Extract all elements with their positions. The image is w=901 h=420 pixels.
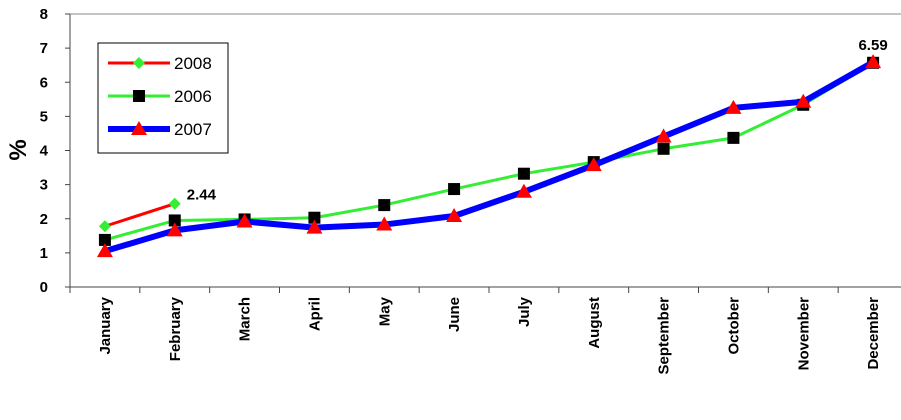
data-point-2006 [727,131,740,144]
data-point-2007 [865,54,882,69]
data-point-2006 [98,233,111,246]
series-line-2008 [103,202,177,228]
legend-box [97,42,229,154]
data-point-2007 [236,213,253,228]
x-tick-label: June [446,297,463,332]
y-tick-label: 5 [40,108,48,125]
data-point-2006 [378,199,391,212]
data-point-2006 [448,183,461,196]
series-line-2006 [103,61,875,242]
data-point-2007 [585,157,602,172]
y-tick-label: 1 [40,245,48,262]
x-tick-label: February [167,296,184,361]
x-tick-label: April [306,297,323,331]
data-point-2006 [517,167,530,180]
data-point-2006 [168,214,181,227]
data-point-2007 [376,216,393,231]
data-label: 6.59 [858,37,887,54]
legend-marker-2006 [133,90,145,102]
y-axis-title: % [5,139,32,160]
x-tick-label: October [725,297,742,355]
legend: 2008 2006 2007 [97,42,229,154]
series-line-2007 [101,59,877,255]
legend-label-2008: 2008 [174,54,212,73]
x-tick-label: January [97,296,114,354]
data-point-2007 [725,99,742,114]
data-point-2006 [657,142,670,155]
y-tick-label: 4 [40,143,49,160]
data-point-2006 [308,211,321,224]
y-tick-label: 8 [40,6,48,23]
data-point-2007 [446,208,463,223]
y-tick-label: 3 [40,177,48,194]
x-tick-label: November [795,297,812,371]
plot-area: 0 1 2 3 4 5 6 7 8% January February March April May Ju… [5,6,901,375]
x-tick-label: September [656,297,673,375]
x-tick-label: August [586,297,603,349]
x-tick-label: March [237,297,254,341]
legend-label-2006: 2006 [174,87,212,106]
x-tick-label: July [516,296,533,327]
data-point-2007 [795,93,812,108]
data-label: 2.44 [187,187,217,204]
y-tick-label: 0 [40,279,48,296]
data-point-2008 [168,197,181,210]
y-tick-label: 6 [40,74,48,91]
y-tick-label: 7 [40,40,48,57]
x-tick-label: May [376,296,393,326]
data-point-2008 [98,220,111,233]
legend-label-2007: 2007 [174,120,212,139]
x-tick-label: December [865,297,882,370]
data-point-2007 [306,219,323,234]
data-point-2007 [166,222,183,237]
data-point-2007 [515,183,532,198]
legend-marker-2007 [131,121,147,135]
data-point-2007 [96,243,113,258]
y-tick-label: 2 [40,211,48,228]
legend-marker-2008 [133,57,145,69]
data-point-2007 [655,128,672,143]
